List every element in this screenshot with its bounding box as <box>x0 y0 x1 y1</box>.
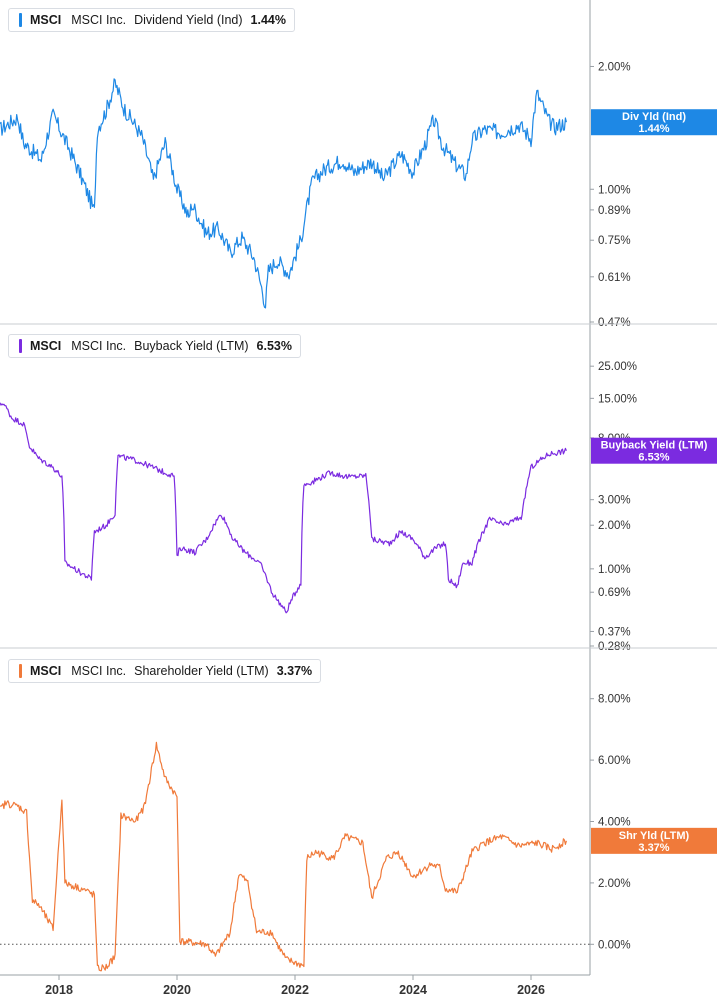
y-tick-label: 0.89% <box>598 205 631 217</box>
x-tick-label: 2020 <box>163 983 191 997</box>
legend-company: MSCI Inc. <box>71 664 127 678</box>
legend-metric: Shareholder Yield (LTM) <box>134 664 269 678</box>
legend-swatch <box>19 339 22 353</box>
y-tick-label: 2.00% <box>598 878 631 890</box>
legend-company: MSCI Inc. <box>71 13 127 27</box>
legend-metric: Buyback Yield (LTM) <box>134 339 249 353</box>
y-tick-label: 6.00% <box>598 755 631 767</box>
series-line-buyback <box>0 402 567 614</box>
value-tag-label: Shr Yld (LTM) <box>619 830 690 842</box>
value-tag-label: Div Yld (Ind) <box>622 111 686 123</box>
legend-metric: Dividend Yield (Ind) <box>134 13 243 27</box>
x-tick-label: 2022 <box>281 983 309 997</box>
series-line-dividend <box>0 78 567 309</box>
y-tick-label: 4.00% <box>598 817 631 829</box>
y-tick-label: 0.69% <box>598 587 631 599</box>
value-tag-buyback <box>591 437 717 464</box>
panel-buyback: 25.00%15.00%8.00%3.00%2.00%1.00%0.69%0.3… <box>0 323 717 653</box>
y-tick-label: 0.61% <box>598 272 631 284</box>
y-tick-label: 1.00% <box>598 184 631 196</box>
y-tick-label: 1.00% <box>598 564 631 576</box>
legend-ticker: MSCI <box>30 339 62 353</box>
value-tag-shareholder <box>591 827 717 854</box>
y-tick-label: 2.00% <box>598 520 631 532</box>
legend-value: 1.44% <box>250 13 286 27</box>
y-tick-label: 15.00% <box>598 393 637 405</box>
y-tick-label: 0.37% <box>598 626 631 638</box>
legend-shareholder-yield[interactable]: MSCI MSCI Inc. Shareholder Yield (LTM) 3… <box>8 659 322 683</box>
x-tick-label: 2026 <box>517 983 545 997</box>
x-axis: 2018 2020 2022 2024 2026 <box>0 974 590 997</box>
value-tag-label: Buyback Yield (LTM) <box>601 440 708 452</box>
y-tick-label: 0.47% <box>598 317 631 329</box>
legend-dividend-yield[interactable]: MSCI MSCI Inc. Dividend Yield (Ind) 1.44… <box>8 8 295 32</box>
legend-value: 3.37% <box>276 664 313 678</box>
y-tick-label: 2.00% <box>598 61 631 73</box>
value-tag-value: 1.44% <box>638 123 669 135</box>
value-tag-dividend <box>591 109 717 136</box>
y-tick-label: 0.00% <box>598 939 631 951</box>
series-line-shareholder <box>0 741 567 972</box>
y-tick-label: 0.28% <box>598 641 631 653</box>
panel-dividend: 2.00% 1.00% 0.89% 0.75% 0.61% 0.47% Div Yld (I… <box>0 61 717 329</box>
value-tag-value: 6.53% <box>638 452 669 464</box>
legend-ticker: MSCI <box>30 664 62 678</box>
legend-swatch <box>19 664 22 678</box>
value-tag-value: 3.37% <box>638 842 669 854</box>
legend-company: MSCI Inc. <box>71 339 127 353</box>
panel-shareholder: 8.00%6.00%4.00%2.00%0.00%Shr Yld (LTM)3.… <box>0 647 717 972</box>
y-tick-label: 3.00% <box>598 495 631 507</box>
x-tick-label: 2018 <box>45 983 73 997</box>
x-tick-label: 2024 <box>399 983 427 997</box>
legend-swatch <box>19 13 22 27</box>
legend-buyback-yield[interactable]: MSCI MSCI Inc. Buyback Yield (LTM) 6.53% <box>8 334 301 358</box>
y-tick-label: 0.75% <box>598 235 631 247</box>
y-tick-label: 25.00% <box>598 361 637 373</box>
y-tick-label: 8.00% <box>598 694 631 706</box>
legend-value: 6.53% <box>256 339 292 353</box>
legend-ticker: MSCI <box>30 13 62 27</box>
